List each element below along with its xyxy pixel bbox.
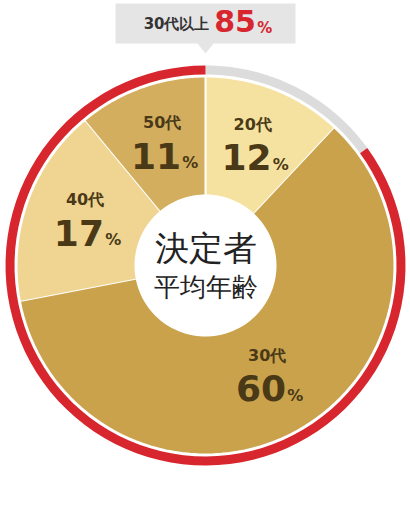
svg-text:決定者: 決定者 [155,228,257,268]
svg-text:%: % [105,230,121,249]
svg-text:%: % [182,153,198,172]
svg-text:40代: 40代 [66,190,104,209]
svg-text:85: 85 [214,4,256,39]
svg-text:50代: 50代 [143,113,181,132]
svg-text:30代: 30代 [248,346,286,365]
svg-text:30代以上: 30代以上 [144,15,210,33]
svg-text:11: 11 [131,136,181,177]
svg-text:平均年齢: 平均年齢 [154,272,258,302]
svg-text:%: % [273,155,289,174]
svg-text:%: % [287,386,303,405]
svg-text:20代: 20代 [233,115,271,134]
svg-text:17: 17 [54,213,104,254]
svg-text:60: 60 [236,368,286,409]
svg-text:%: % [257,19,272,37]
svg-text:12: 12 [221,137,271,178]
